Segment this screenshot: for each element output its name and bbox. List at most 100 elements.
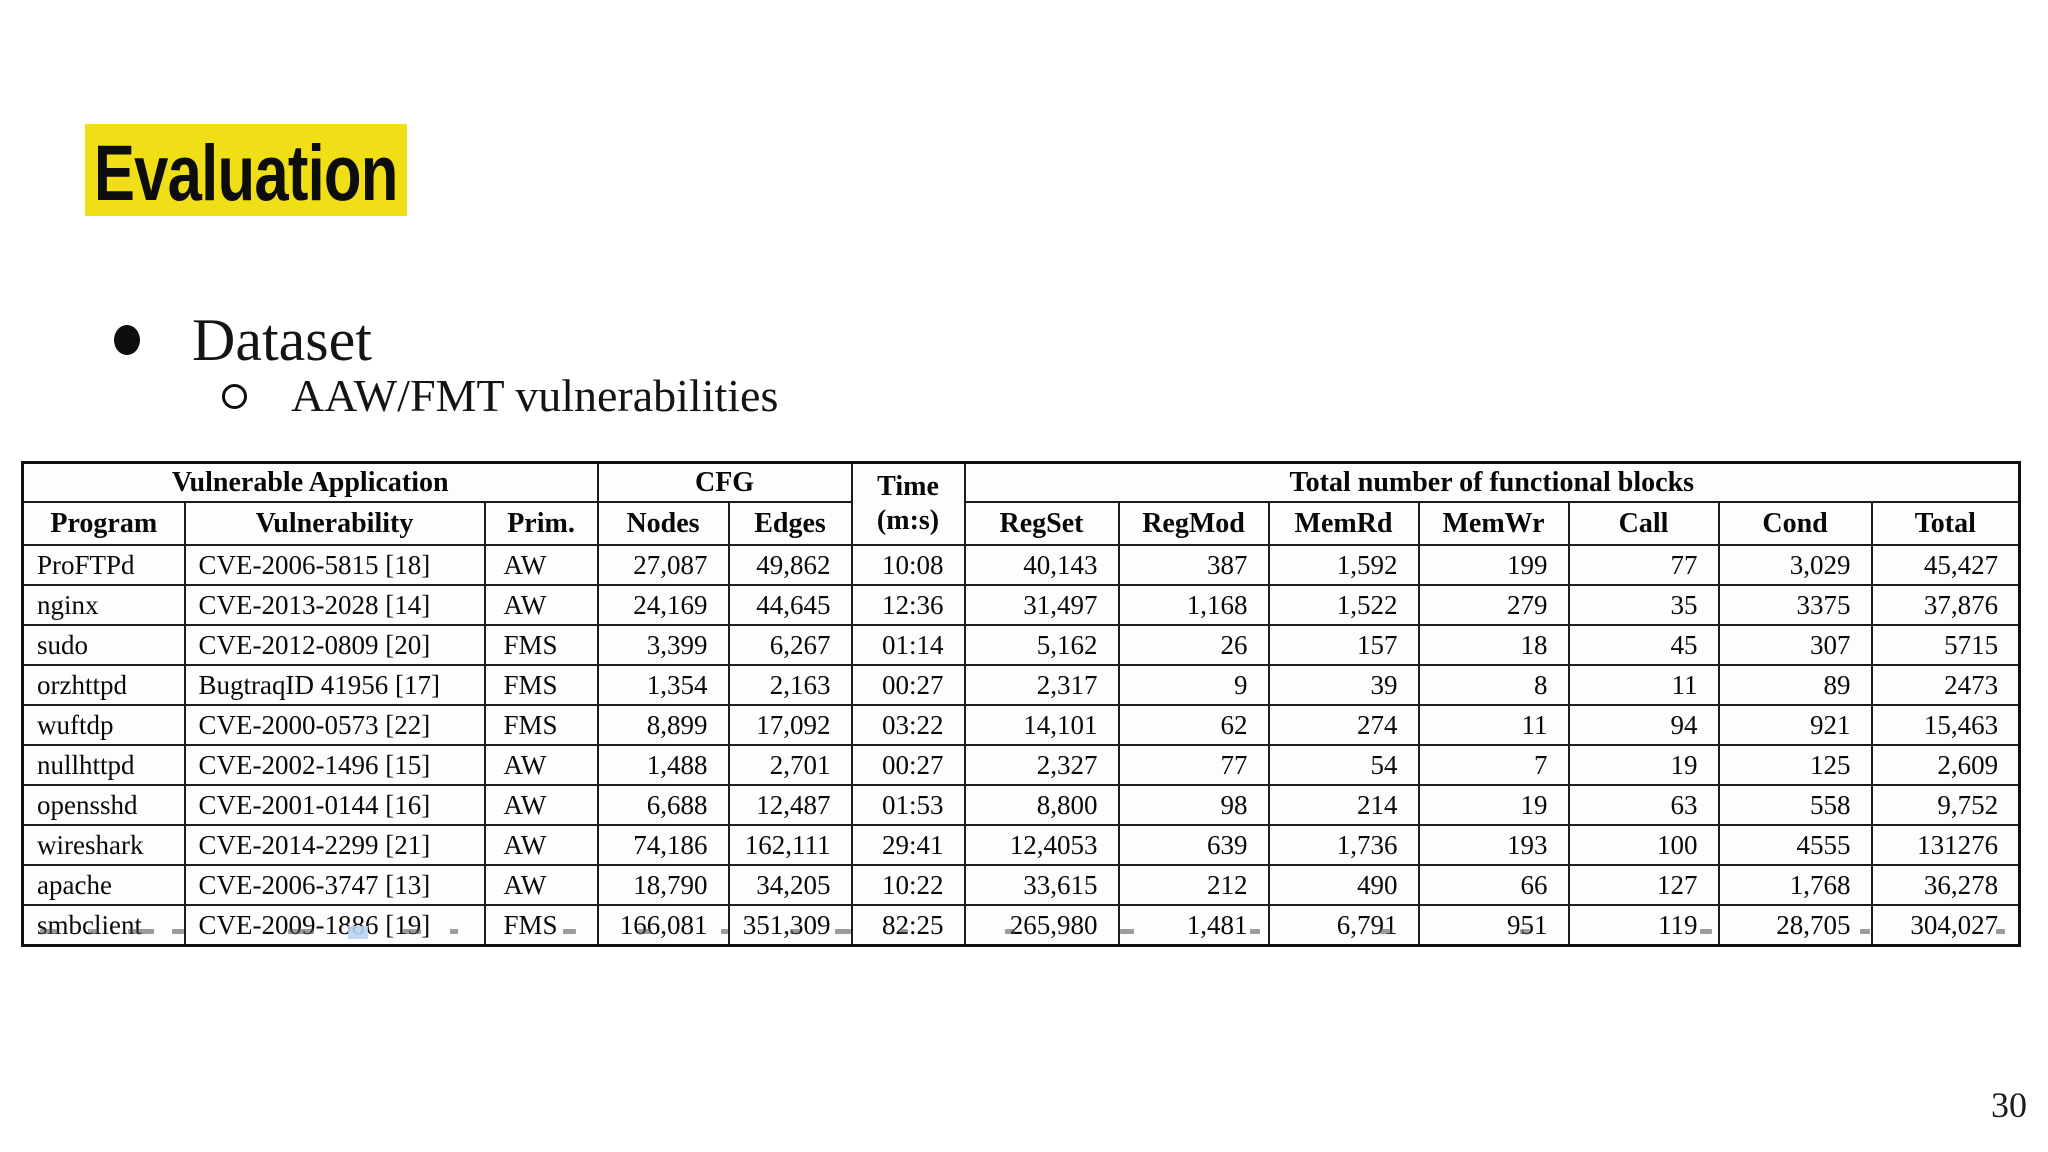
table-cell: 03:22: [850, 704, 966, 746]
table-cell: 274: [1267, 704, 1420, 746]
table-cell: 12:36: [850, 584, 966, 626]
table-cell: CVE-2006-5815 [18]: [183, 544, 486, 586]
table-cell: FMS: [483, 904, 599, 947]
table-row: opensshd CVE-2001-0144 [16] AW 6,688 12,487 0…: [21, 784, 2021, 826]
table-cell: 28,705: [1717, 904, 1873, 947]
table-cell: AW: [483, 744, 599, 786]
column-header-program: Program: [21, 501, 186, 546]
cropped-caption-highlight: [348, 926, 368, 939]
table-cell: 19: [1567, 744, 1720, 786]
evaluation-results-table: Vulnerable Application CFG Time (m:s) To…: [21, 461, 2022, 947]
cropped-caption-fragments: [21, 926, 2018, 940]
table-cell: 558: [1717, 784, 1873, 826]
table-cell: CVE-2002-1496 [15]: [183, 744, 486, 786]
table-cell: 8,800: [963, 784, 1120, 826]
table-cell: 49,862: [727, 544, 853, 586]
table-cell: 11: [1417, 704, 1570, 746]
table-cell: 01:53: [850, 784, 966, 826]
table-cell: 15,463: [1870, 704, 2021, 746]
table-row: nullhttpd CVE-2002-1496 [15] AW 1,488 2,701 0…: [21, 744, 2021, 786]
table-cell: sudo: [21, 624, 186, 666]
table-cell: 26: [1117, 624, 1270, 666]
time-label-line1: Time: [877, 471, 939, 503]
table-cell: 39: [1267, 664, 1420, 706]
table-cell: 100: [1567, 824, 1720, 866]
slide-title: Evaluation: [94, 127, 399, 217]
table-cell: 119: [1567, 904, 1720, 947]
table-cell: 304,027: [1870, 904, 2021, 947]
table-cell: 1,481: [1117, 904, 1270, 947]
table-cell: CVE-2012-0809 [20]: [183, 624, 486, 666]
table-cell: 45,427: [1870, 544, 2021, 586]
column-header-vulnerability: Vulnerability: [183, 501, 486, 546]
table-row: smbclient CVE-2009-1886 [19] FMS 166,081 351…: [21, 904, 2021, 947]
table-cell: 3,399: [596, 624, 730, 666]
table-cell: 951: [1417, 904, 1570, 947]
table-cell: 17,092: [727, 704, 853, 746]
column-header-total: Total: [1870, 501, 2021, 546]
table-cell: 1,768: [1717, 864, 1873, 906]
group-header-vulnerable-application: Vulnerable Application: [21, 461, 599, 503]
table-cell: AW: [483, 824, 599, 866]
table-cell: 9,752: [1870, 784, 2021, 826]
table-cell: 19: [1417, 784, 1570, 826]
table-cell: CVE-2006-3747 [13]: [183, 864, 486, 906]
table-cell: BugtraqID 41956 [17]: [183, 664, 486, 706]
table-cell: 490: [1267, 864, 1420, 906]
table-cell: CVE-2009-1886 [19]: [183, 904, 486, 947]
table-cell: 6,688: [596, 784, 730, 826]
bullet-dataset-label: Dataset: [192, 307, 372, 373]
table-cell: 5,162: [963, 624, 1120, 666]
table-cell: 166,081: [596, 904, 730, 947]
table-cell: 27,087: [596, 544, 730, 586]
table-row: nginx CVE-2013-2028 [14] AW 24,169 44,645 12:…: [21, 584, 2021, 626]
table-cell: 212: [1117, 864, 1270, 906]
table-cell: nullhttpd: [21, 744, 186, 786]
table-cell: 2,701: [727, 744, 853, 786]
table-row: wuftdp CVE-2000-0573 [22] FMS 8,899 17,092 03…: [21, 704, 2021, 746]
table-cell: 157: [1267, 624, 1420, 666]
table-cell: 351,309: [727, 904, 853, 947]
table-cell: 131276: [1870, 824, 2021, 866]
table-cell: orzhttpd: [21, 664, 186, 706]
table-cell: ProFTPd: [21, 544, 186, 586]
table-cell: 9: [1117, 664, 1270, 706]
column-header-time: Time (m:s): [850, 461, 966, 546]
table-cell: 00:27: [850, 664, 966, 706]
table-cell: wireshark: [21, 824, 186, 866]
table-cell: AW: [483, 584, 599, 626]
table-row: ProFTPd CVE-2006-5815 [18] AW 27,087 49,862 1…: [21, 544, 2021, 586]
filled-bullet-icon: [114, 325, 140, 355]
table-cell: 3,029: [1717, 544, 1873, 586]
table-cell: 11: [1567, 664, 1720, 706]
table-cell: smbclient: [21, 904, 186, 947]
table-cell: 7: [1417, 744, 1570, 786]
table-cell: 29:41: [850, 824, 966, 866]
table-cell: 36,278: [1870, 864, 2021, 906]
table-row: wireshark CVE-2014-2299 [21] AW 74,186 162,1…: [21, 824, 2021, 866]
table-cell: 3375: [1717, 584, 1873, 626]
table-cell: AW: [483, 784, 599, 826]
table-cell: 2,609: [1870, 744, 2021, 786]
open-bullet-icon: [222, 383, 247, 409]
table-cell: 1,354: [596, 664, 730, 706]
bullet-aaw-fmt-label: AAW/FMT vulnerabilities: [291, 370, 779, 421]
table-cell: 10:08: [850, 544, 966, 586]
table-cell: 199: [1417, 544, 1570, 586]
table-cell: 12,487: [727, 784, 853, 826]
table-cell: 37,876: [1870, 584, 2021, 626]
column-header-regmod: RegMod: [1117, 501, 1270, 546]
table-cell: 8: [1417, 664, 1570, 706]
column-header-regset: RegSet: [963, 501, 1120, 546]
table-cell: 77: [1117, 744, 1270, 786]
table-cell: 74,186: [596, 824, 730, 866]
table-cell: 125: [1717, 744, 1873, 786]
table-cell: 6,267: [727, 624, 853, 666]
column-header-memwr: MemWr: [1417, 501, 1570, 546]
table-body: ProFTPd CVE-2006-5815 [18] AW 27,087 49,862 1…: [21, 544, 2021, 947]
table-cell: 2473: [1870, 664, 2021, 706]
table-cell: 1,522: [1267, 584, 1420, 626]
table-cell: 1,592: [1267, 544, 1420, 586]
table-cell: wuftdp: [21, 704, 186, 746]
table-cell: 63: [1567, 784, 1720, 826]
